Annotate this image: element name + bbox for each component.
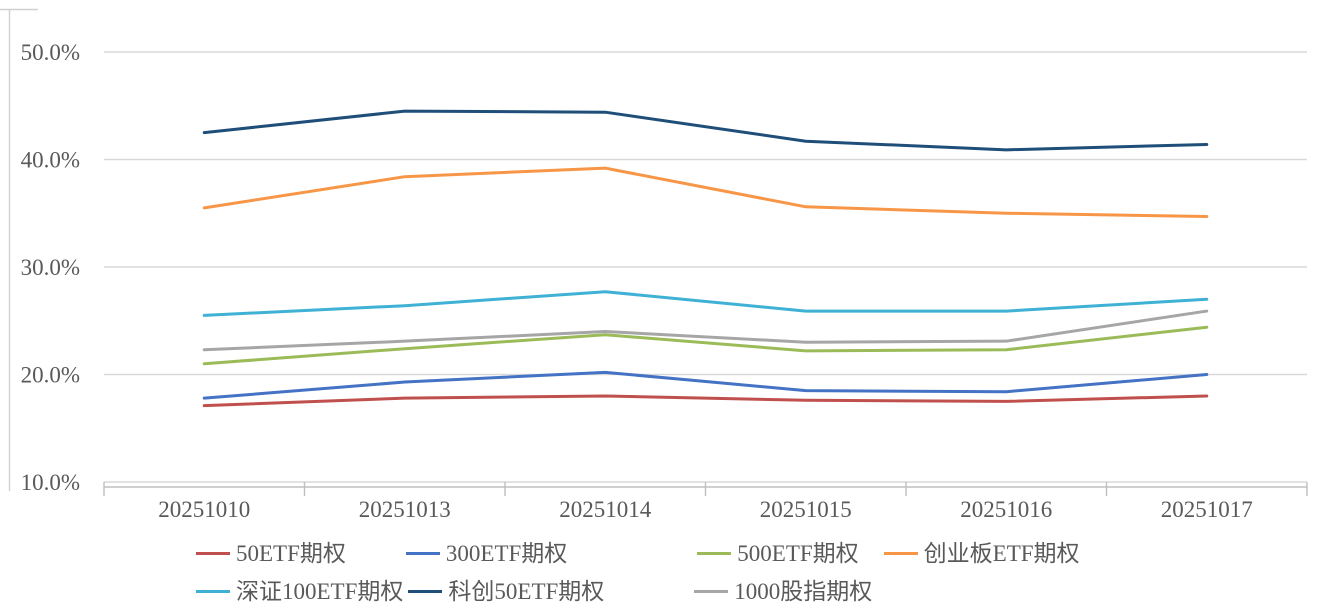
- x-axis-label: 20251015: [760, 497, 852, 522]
- legend-item-6: 1000股指期权: [694, 580, 872, 603]
- series-line-5: [202, 109, 1209, 152]
- legend-item-3: 创业板ETF期权: [883, 540, 1080, 566]
- y-axis-label: 20.0%: [21, 363, 80, 388]
- legend-row-1: 50ETF期权 300ETF期权 500ETF期权 创业板ETF期权: [0, 534, 1323, 572]
- legend-swatch-icon: [405, 551, 440, 555]
- x-axis-label: 20251017: [1161, 497, 1253, 522]
- legend-swatch-icon: [694, 589, 729, 593]
- legend-item-5: 科创50ETF期权: [408, 580, 604, 603]
- x-axis-label: 20251010: [158, 497, 250, 522]
- x-axis-label: 20251016: [960, 497, 1052, 522]
- legend-label: 500ETF期权: [737, 540, 859, 566]
- legend-swatch-icon: [196, 551, 230, 555]
- y-axis-label: 10.0%: [21, 470, 80, 495]
- legend-swatch-icon: [196, 589, 230, 593]
- legend-swatch-icon: [697, 551, 732, 555]
- legend-label: 50ETF期权: [236, 540, 346, 566]
- legend-item-0: 50ETF期权: [196, 542, 346, 565]
- legend-label: 1000股指期权: [734, 578, 873, 604]
- y-axis-label: 50.0%: [21, 40, 80, 65]
- x-axis-label: 20251014: [559, 497, 652, 522]
- chart-legend: 50ETF期权 300ETF期权 500ETF期权 创业板ETF期权深证100ETF期…: [0, 534, 1323, 610]
- legend-item-1: 300ETF期权: [405, 540, 568, 566]
- series-line-1: [202, 370, 1209, 400]
- series-line-6: [202, 309, 1209, 352]
- legend-swatch-icon: [408, 589, 443, 593]
- series-line-0: [202, 394, 1209, 408]
- legend-swatch-icon: [883, 551, 918, 555]
- legend-label: 创业板ETF期权: [923, 540, 1080, 566]
- legend-item-2: 500ETF期权: [697, 540, 859, 566]
- legend-row-2: 深证100ETF期权 科创50ETF期权 1000股指期权: [0, 572, 1323, 610]
- legend-label: 300ETF期权: [445, 540, 568, 566]
- series-line-3: [202, 166, 1209, 218]
- x-axis-label: 20251013: [359, 497, 451, 522]
- y-axis-label: 30.0%: [21, 255, 80, 280]
- series-line-2: [202, 325, 1209, 366]
- legend-label: 科创50ETF期权: [448, 578, 605, 604]
- legend-item-4: 深证100ETF期权: [196, 580, 403, 603]
- legend-label: 深证100ETF期权: [236, 578, 404, 604]
- series-line-4: [202, 290, 1209, 317]
- y-axis-label: 40.0%: [21, 148, 80, 173]
